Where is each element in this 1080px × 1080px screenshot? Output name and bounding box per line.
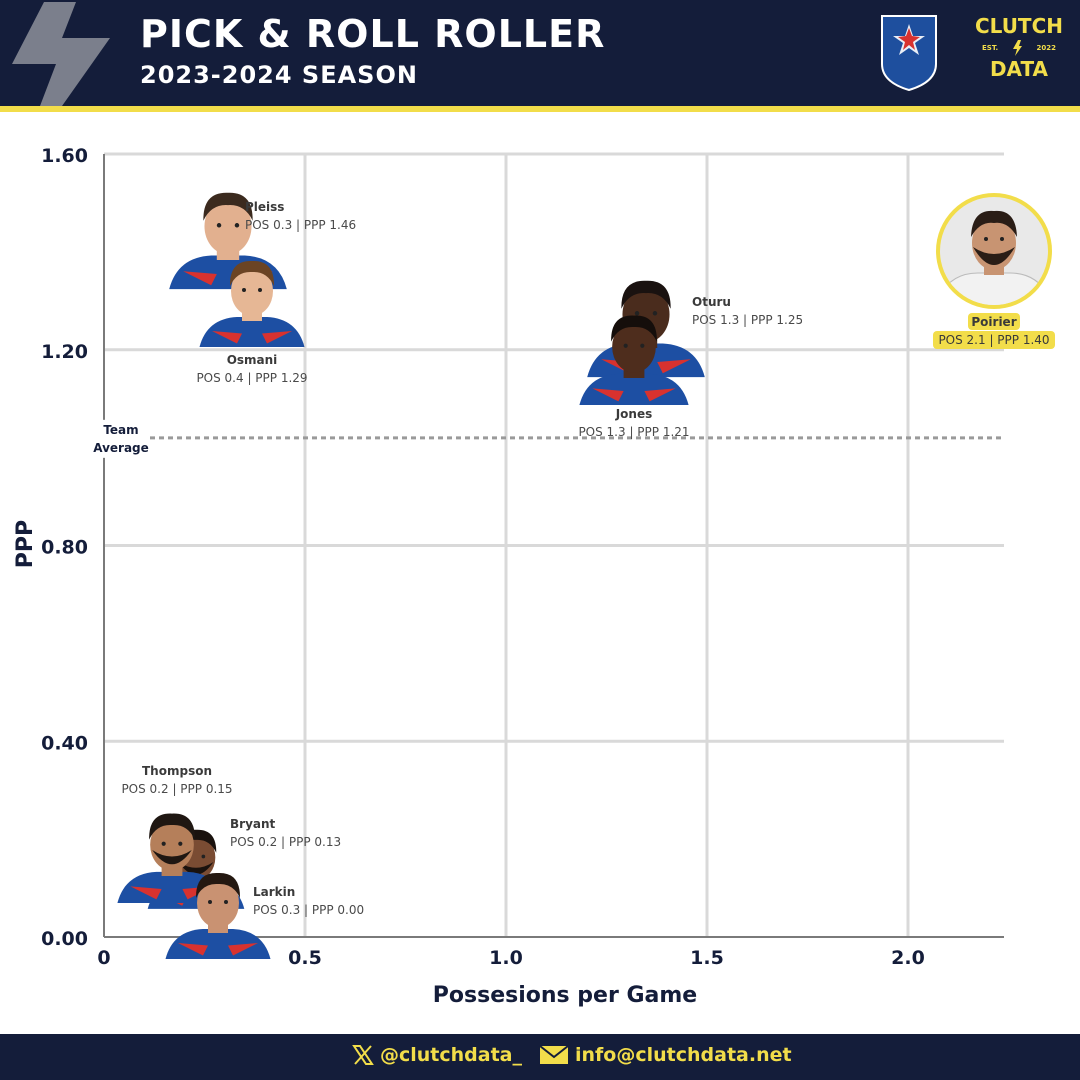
player-jersey [579,373,689,406]
brand-est-label: EST. [982,44,999,52]
y-tick-label: 0.00 [41,928,88,950]
y-tick-label: 1.20 [41,341,88,363]
player-eye [984,237,988,241]
player-hair [611,315,657,342]
player-eye [652,311,658,316]
x-tick-label: 0 [97,947,110,969]
player-beard [178,862,214,875]
player-eye [634,311,640,316]
page-subtitle: 2023-2024 SEASON [140,61,418,89]
x-tick-label: 0.5 [288,947,322,969]
page-title: PICK & ROLL ROLLER [140,12,606,56]
player-eye [161,841,166,846]
player-eye [640,343,645,348]
x-axis-title: Possesions per Game [433,983,697,1008]
team-average-label: Average [93,441,149,455]
jersey-stripe [183,271,217,286]
x-tick-label: 1.0 [489,947,523,969]
player-hair [229,260,275,286]
player-eye [242,288,246,292]
player-head [204,198,252,255]
player-name-label: Poirier [971,315,1016,329]
player-eye [178,841,183,846]
player-name-label: Osmani [227,353,278,367]
player-marker-larkin [165,872,271,959]
jersey-stripe [212,331,242,344]
footer-banner: @clutchdata_ info@clutchdata.net [0,1034,1080,1080]
player-hair [971,210,1017,237]
player-marker-osmani [199,260,305,347]
player-beard [973,247,1015,265]
highlight-name-badge [968,313,1020,330]
jersey-stripe [657,359,691,374]
ppp-scatter-chart: 0.00 0.40 0.80 1.20 1.60 0 0.5 1.0 1.5 2.0 Possesi… [13,145,1055,1008]
player-value-label: POS 0.3 | PPP 0.00 [253,903,364,917]
brand-year: 2022 [1036,44,1056,52]
jersey-stripe [592,388,624,402]
x-tick-label: 2.0 [891,947,925,969]
team-average-label: Team [103,423,138,437]
player-hair [195,872,241,898]
jersey-stripe [130,886,162,900]
player-value-label: POS 0.3 | PPP 1.46 [245,218,356,232]
y-tick-label: 0.40 [41,732,88,754]
player-value-label: POS 0.4 | PPP 1.29 [196,371,307,385]
player-value-label: POS 1.3 | PPP 1.25 [692,313,803,327]
player-eye [234,223,240,228]
player-value-label: POS 0.2 | PPP 0.15 [121,782,232,796]
player-value-label: POS 1.3 | PPP 1.21 [578,425,689,439]
player-name-label: Pleiss [245,200,284,214]
team-average-label-bg [94,419,150,458]
small-bolt-icon [1013,40,1023,56]
player-head [231,266,273,316]
player-eye [208,900,212,904]
brand-bottom-text: DATA [989,57,1049,81]
anadolu-efes-logo [881,15,937,92]
header-banner: PICK & ROLL ROLLER 2023-2024 SEASON CLUT… [0,0,1080,106]
player-name-label: Jones [615,407,653,421]
jersey-stripe [178,943,208,956]
x-tick-label: 1.5 [690,947,724,969]
player-name-label: Larkin [253,885,295,899]
player-hair [149,813,195,840]
player-jersey [199,317,305,347]
x-logo-icon [352,1045,374,1065]
y-axis-title: PPP [13,520,38,568]
email-link[interactable]: info@clutchdata.net [539,1044,792,1066]
player-name-label: Oturu [692,295,731,309]
player-hair [203,192,253,221]
twitter-handle: @clutchdata_ [380,1044,522,1066]
player-eye [258,288,262,292]
lightning-bolt-icon [12,2,110,106]
jersey-stripe [644,388,676,402]
y-tick-label: 0.80 [41,537,88,559]
player-value-label: POS 0.2 | PPP 0.13 [230,835,341,849]
player-beard [152,850,192,865]
twitter-link[interactable]: @clutchdata_ [352,1044,522,1066]
player-name-label: Thompson [142,764,212,778]
envelope-icon [539,1045,569,1064]
brand-est-row: EST. 2022 [966,40,1072,56]
player-eye [201,854,206,859]
player-value-label: POS 2.1 | PPP 1.40 [938,333,1049,347]
brand-top-text: CLUTCH [974,14,1063,38]
header-accent-stripe [0,106,1080,112]
player-marker-jones [579,315,689,406]
player-eye [224,900,228,904]
player-eye [623,343,628,348]
player-hair [621,280,671,309]
player-name-label: Bryant [230,817,276,831]
player-jersey [165,929,271,959]
y-tick-label: 1.60 [41,145,88,167]
highlight-value-badge [933,331,1055,349]
player-eye [1000,237,1004,241]
player-head [612,320,656,373]
email-address: info@clutchdata.net [575,1044,792,1066]
clutch-data-brand: CLUTCH EST. 2022 DATA [966,14,1072,81]
jersey-stripe [228,943,258,956]
jersey-stripe [262,331,292,344]
player-head [197,878,239,928]
player-eye [216,223,222,228]
